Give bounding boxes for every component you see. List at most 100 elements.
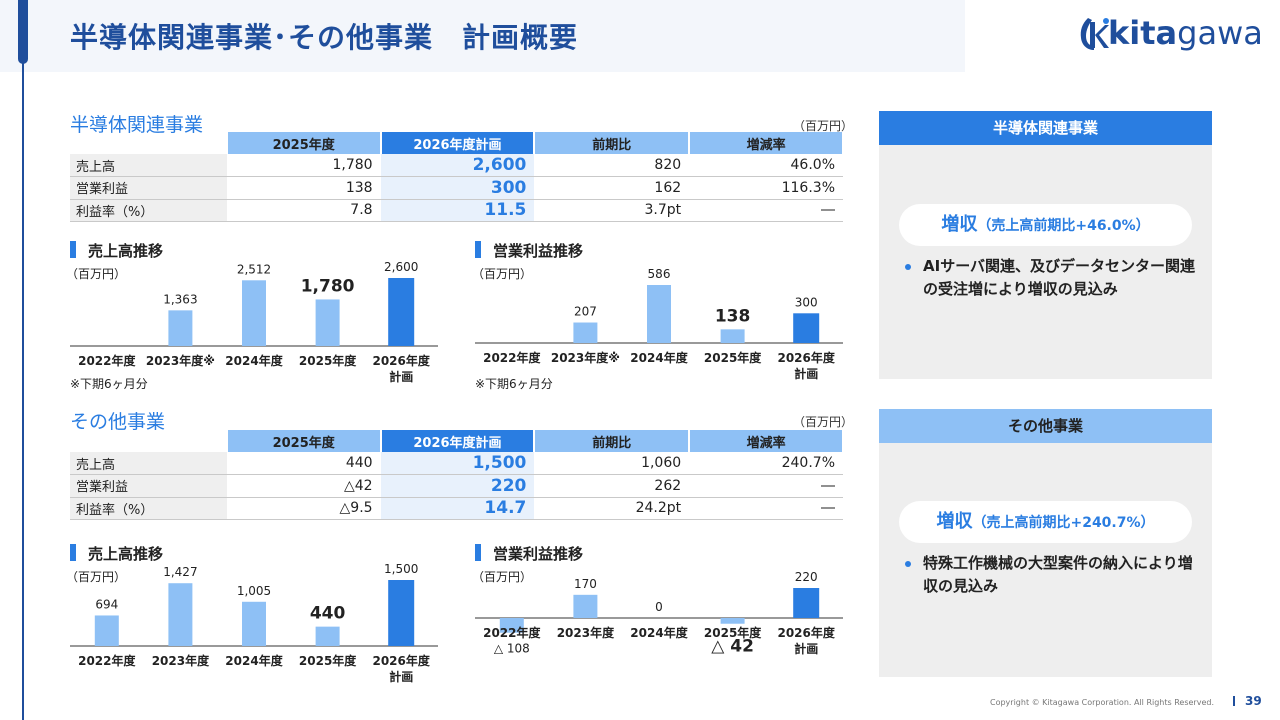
other-profit-chart-title: 営業利益推移 — [475, 543, 583, 564]
table-cell: 3.7pt — [534, 199, 690, 222]
row-label: 利益率（%） — [70, 497, 227, 520]
x-tick-label: 計画 — [389, 669, 413, 684]
data-label: 694 — [95, 597, 118, 611]
x-tick-label: 2026年度 — [372, 653, 430, 668]
table-cell: 138 — [226, 176, 381, 200]
semi-panel-head: 半導体関連事業 — [879, 111, 1212, 145]
x-tick-label: 2025年度 — [704, 350, 762, 365]
semi-sales-note: ※下期6ヶ月分 — [70, 377, 148, 391]
other-sales-chart-unit: （百万円） — [66, 570, 127, 584]
x-tick-label: 2023年度※ — [551, 350, 620, 365]
x-tick-label: 計画 — [794, 641, 818, 656]
bar — [647, 285, 671, 343]
pill-main: 増収 — [941, 214, 978, 235]
data-label: 1,005 — [237, 584, 271, 598]
table-header-plan: 2026年度計画 — [380, 430, 536, 452]
data-label: 586 — [648, 267, 671, 281]
semi-profit-note: ※下期6ヶ月分 — [475, 377, 553, 391]
x-tick-label: 2023年度 — [557, 625, 615, 640]
table-header-blank — [70, 132, 228, 154]
other-profit-chart-unit: （百万円） — [472, 570, 533, 584]
other-growth-pill: 増収（売上高前期比+240.7%） — [899, 501, 1192, 543]
bar — [793, 588, 820, 618]
table-header: 増減率 — [689, 430, 844, 452]
left-tab — [18, 0, 28, 64]
semi-section-title: 半導体関連事業 — [70, 114, 204, 136]
bar — [315, 626, 340, 646]
table-cell: 116.3% — [689, 176, 843, 200]
bar — [573, 594, 598, 618]
row-label: 売上高 — [70, 154, 227, 177]
bar — [720, 329, 745, 343]
table-cell: 240.7% — [689, 452, 843, 475]
semi-sales-chart-unit: （百万円） — [66, 267, 127, 281]
pill-sub: （売上高前期比+240.7%） — [972, 515, 1155, 531]
bar — [793, 313, 820, 343]
table-cell-plan: 1,500 — [380, 452, 535, 475]
x-tick-label: 2026年度 — [777, 350, 835, 365]
bar — [94, 615, 119, 646]
x-tick-label: 2022年度 — [483, 625, 541, 640]
bar — [242, 601, 266, 646]
other-table: 2025年度 2026年度計画 前期比 増減率 売上高 440 1,500 1,… — [70, 430, 844, 520]
page-number: 39 — [1245, 694, 1262, 708]
semi-sales-chart: 2022年度 1,363 2023年度※ 2,512 2024年度 1,780 2025年度… — [70, 260, 438, 384]
x-tick-label: 2022年度 — [78, 353, 136, 368]
table-header: 前期比 — [534, 132, 691, 154]
x-tick-label: 2025年度 — [299, 353, 357, 368]
row-label: 売上高 — [70, 452, 227, 475]
other-panel-head: その他事業 — [879, 409, 1212, 443]
table-header: 前期比 — [534, 430, 691, 452]
left-rule — [22, 0, 24, 720]
bar — [499, 618, 524, 633]
semi-profit-chart-unit: （百万円） — [472, 267, 533, 281]
pill-sub: （売上高前期比+46.0%） — [977, 218, 1150, 234]
table-row: 売上高 440 1,500 1,060 240.7% — [70, 452, 843, 475]
other-bullet: 特殊工作機械の大型案件の納入により増収の見込み — [903, 552, 1203, 598]
bar — [242, 280, 266, 346]
logo-rest: gawa — [1177, 14, 1263, 52]
footer-bar — [1233, 696, 1235, 706]
x-tick-label: 計画 — [389, 369, 413, 384]
other-sales-chart-title: 売上高推移 — [70, 543, 163, 564]
table-cell: ― — [689, 497, 843, 520]
data-label: 207 — [574, 305, 597, 319]
logo-mark-icon — [1080, 18, 1109, 50]
data-label: 1,427 — [163, 565, 197, 579]
table-cell-plan: 220 — [380, 474, 535, 498]
x-tick-label: 2025年度 — [299, 653, 357, 668]
table-cell: 440 — [226, 452, 381, 475]
other-summary-panel: その他事業 増収（売上高前期比+240.7%） 特殊工作機械の大型案件の納入によ… — [879, 409, 1212, 677]
table-header-blank — [70, 430, 228, 452]
table-cell: ― — [689, 199, 843, 222]
data-label: 0 — [655, 600, 663, 614]
bar — [388, 580, 415, 646]
table-cell-plan: 2,600 — [380, 154, 535, 177]
table-cell: 7.8 — [226, 199, 381, 222]
table-cell-plan: 11.5 — [380, 199, 535, 222]
table-cell: 24.2pt — [534, 497, 690, 520]
logo-bold: kita — [1108, 14, 1178, 52]
data-label: △ 42 — [711, 637, 754, 657]
x-tick-label: 2023年度 — [152, 653, 210, 668]
row-label: 利益率（%） — [70, 199, 227, 222]
semi-profit-chart: 2022年度 207 2023年度※ 586 2024年度 138 2025年度 300 202… — [475, 267, 843, 381]
table-cell: 1,780 — [226, 154, 381, 177]
bar — [388, 278, 415, 346]
bar — [168, 310, 193, 346]
x-tick-label: 2022年度 — [78, 653, 136, 668]
table-row: 利益率（%） △9.5 14.7 24.2pt ― — [70, 497, 843, 520]
data-label: △ 108 — [494, 642, 530, 656]
table-row: 営業利益 138 300 162 116.3% — [70, 176, 843, 200]
x-tick-label: 2024年度 — [630, 625, 688, 640]
x-tick-label: 2024年度 — [630, 350, 688, 365]
table-header: 2025年度 — [226, 430, 382, 452]
row-label: 営業利益 — [70, 474, 227, 498]
table-header-row: 2025年度 2026年度計画 前期比 増減率 — [70, 132, 844, 154]
bar — [168, 583, 193, 646]
data-label: 440 — [310, 604, 346, 624]
table-header-row: 2025年度 2026年度計画 前期比 増減率 — [70, 430, 844, 452]
bar — [315, 299, 340, 346]
data-label: 170 — [574, 577, 597, 591]
